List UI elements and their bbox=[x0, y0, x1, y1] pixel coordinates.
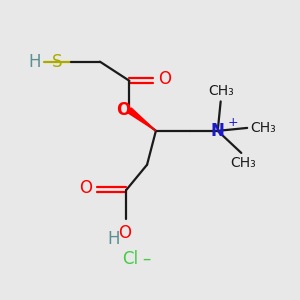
Text: CH₃: CH₃ bbox=[251, 121, 277, 135]
Polygon shape bbox=[128, 108, 156, 131]
Text: CH₃: CH₃ bbox=[230, 156, 256, 170]
Text: N: N bbox=[211, 122, 225, 140]
Text: H: H bbox=[28, 53, 40, 71]
Text: S: S bbox=[52, 53, 62, 71]
Text: O: O bbox=[158, 70, 171, 88]
Text: +: + bbox=[227, 116, 238, 129]
Text: –: – bbox=[142, 250, 151, 268]
Text: Cl: Cl bbox=[122, 250, 138, 268]
Text: CH₃: CH₃ bbox=[208, 84, 233, 98]
Text: O: O bbox=[118, 224, 131, 242]
Text: O: O bbox=[79, 179, 92, 197]
Text: H: H bbox=[108, 230, 120, 248]
Text: O: O bbox=[116, 101, 130, 119]
